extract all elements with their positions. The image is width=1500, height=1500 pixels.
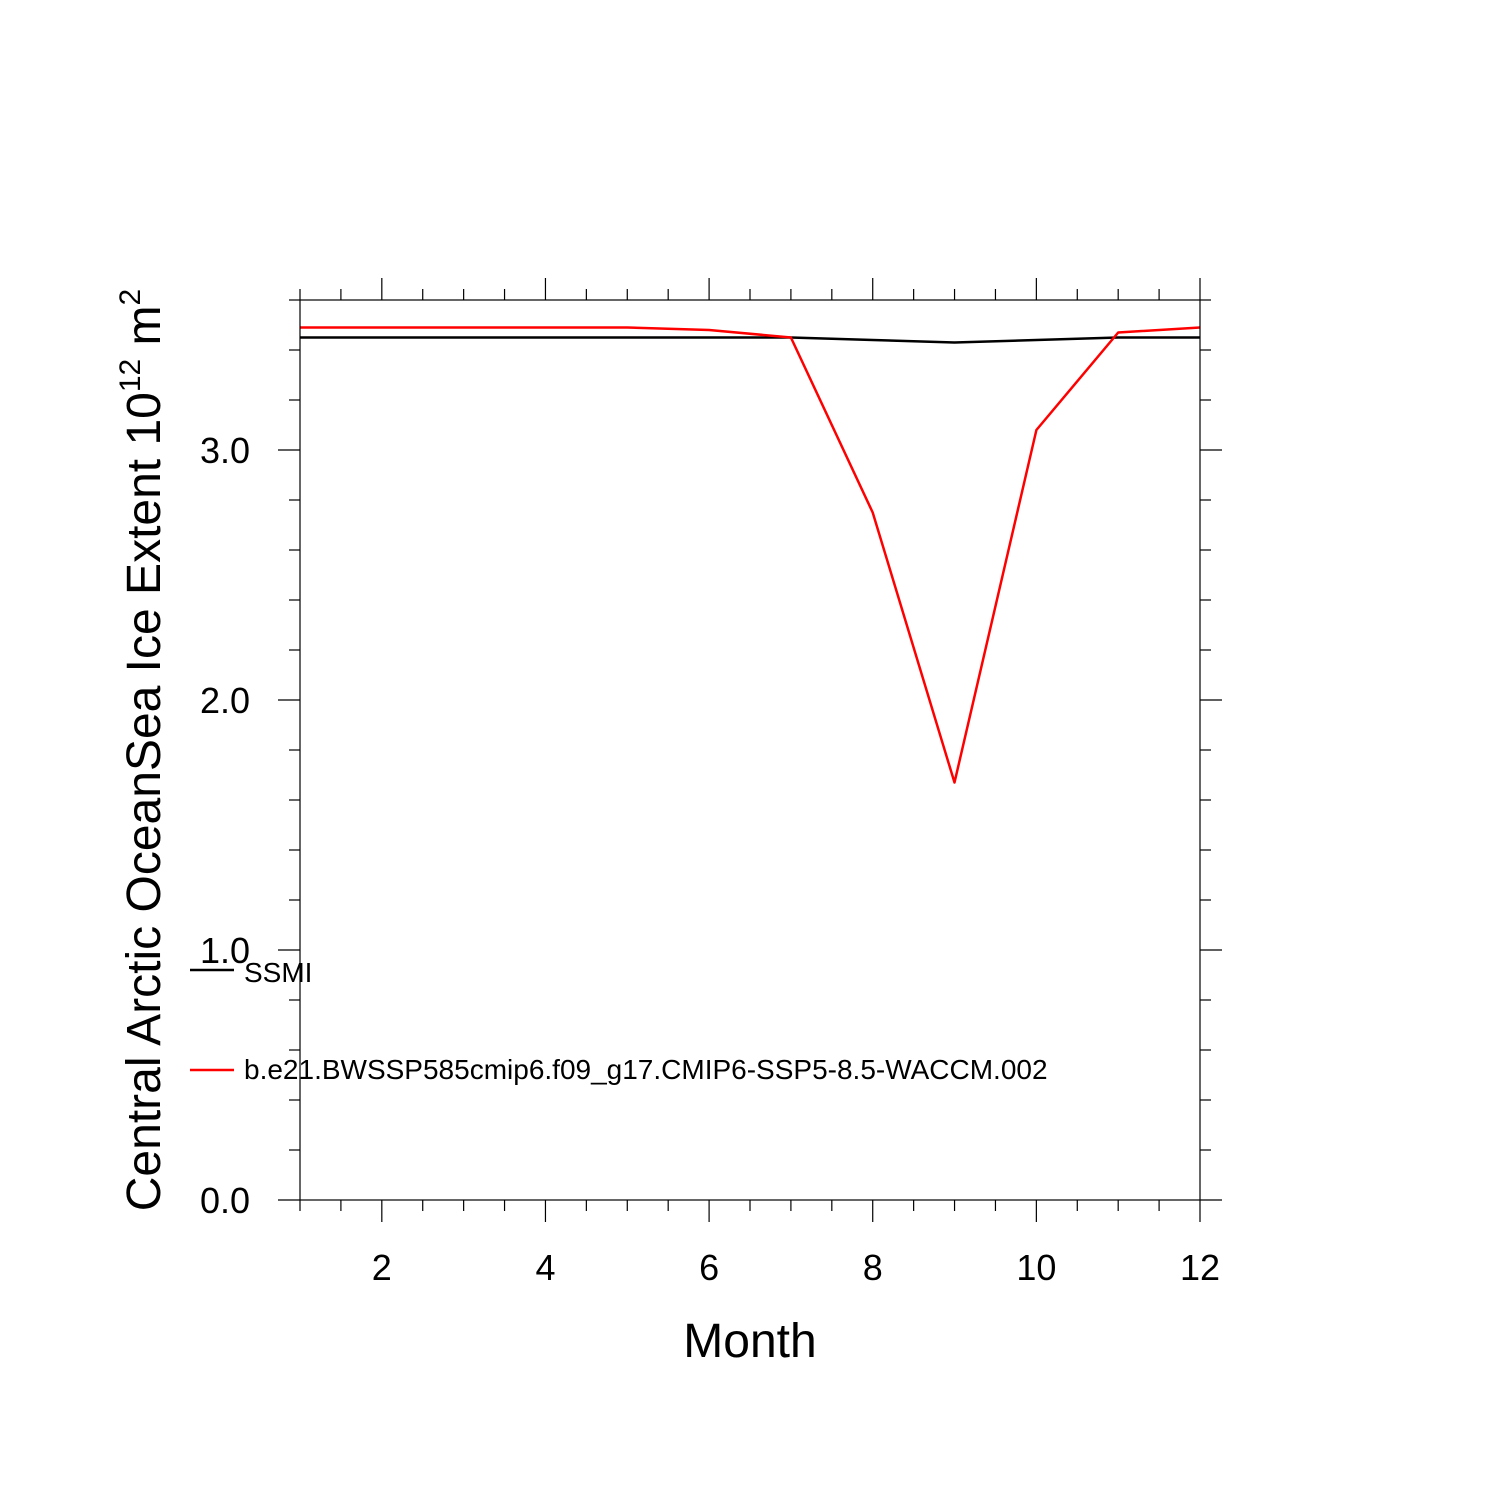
legend-label: b.e21.BWSSP585cmip6.f09_g17.CMIP6-SSP5-8… [244, 1054, 1048, 1085]
legend: SSMI b.e21.BWSSP585cmip6.f09_g17.CMIP6-SS… [190, 957, 1048, 1085]
y-axis-title-exponent: 12 [114, 359, 147, 392]
y-tick-label: 3.0 [200, 430, 250, 471]
x-tick-label: 2 [372, 1247, 392, 1288]
x-tick-label: 6 [699, 1247, 719, 1288]
y-tick-label: 1.0 [200, 930, 250, 971]
series-line-2 [300, 326, 1201, 784]
tick-labels: 2 4 6 8 10 12 0.0 1.0 2.0 3.0 [200, 430, 1220, 1288]
y-tick-label: 2.0 [200, 680, 250, 721]
y-tick-label: 0.0 [200, 1180, 250, 1221]
x-tick-label: 10 [1016, 1247, 1056, 1288]
plot-frame [299, 299, 1201, 1201]
y-axis-title-unit-exponent: 2 [114, 289, 147, 306]
y-axis-title-main: Central Arctic OceanSea Ice Extent 10 [118, 392, 171, 1211]
series-lines [300, 326, 1201, 784]
x-axis-title: Month [683, 1315, 816, 1368]
axis-ticks [278, 278, 1222, 1222]
y-axis-title: Central Arctic OceanSea Ice Extent 1012 … [114, 289, 171, 1211]
x-tick-label: 4 [535, 1247, 555, 1288]
legend-label: SSMI [244, 957, 312, 988]
x-tick-label: 12 [1180, 1247, 1220, 1288]
series-line-1 [300, 336, 1200, 344]
x-tick-label: 8 [863, 1247, 883, 1288]
y-axis-title-unit: m [118, 305, 171, 358]
